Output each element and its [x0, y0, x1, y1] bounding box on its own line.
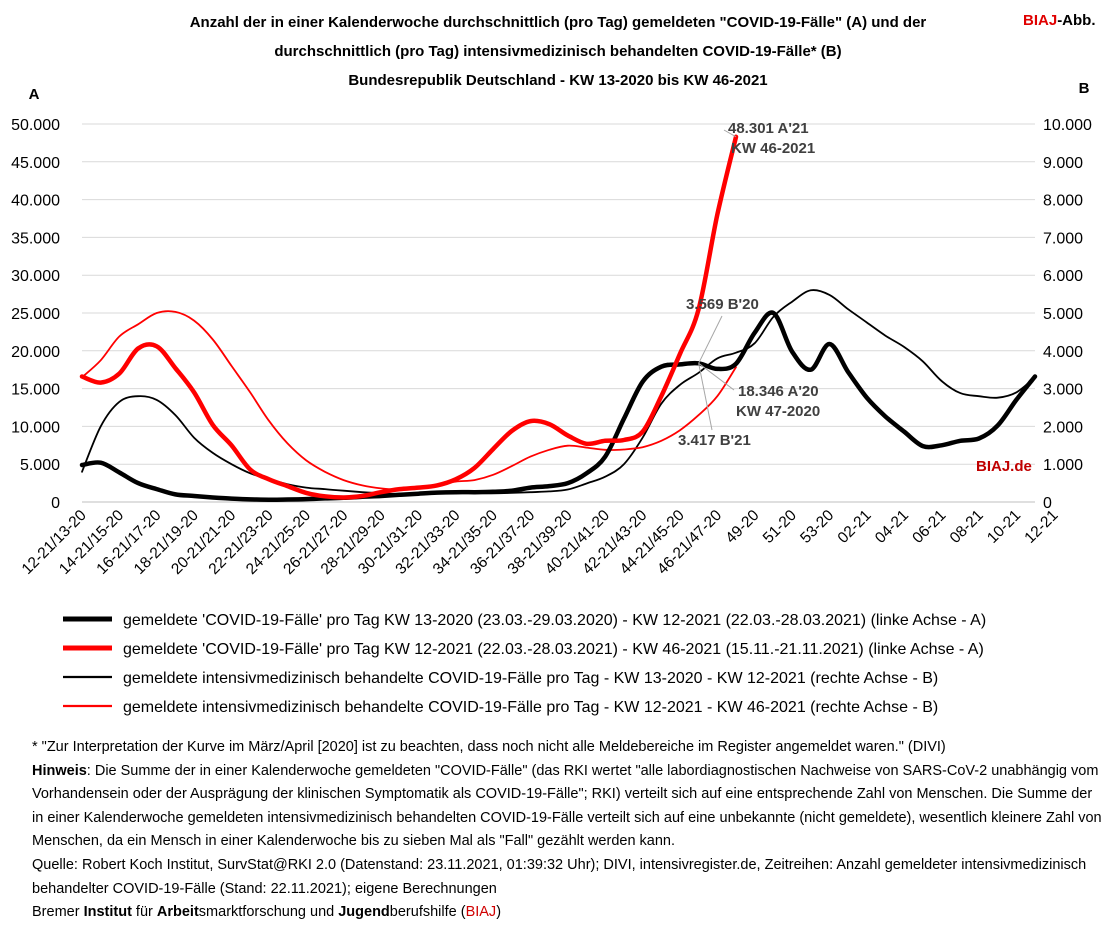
footnote: * "Zur Interpretation der Kurve im März/… [32, 736, 1102, 925]
y-tick-left: 15.000 [11, 382, 60, 399]
y-tick-left: 30.000 [11, 268, 60, 285]
annotation-a20-week: KW 47-2020 [736, 403, 820, 420]
annotation-peak-week: KW 46-2021 [731, 140, 815, 157]
footnote-institute: Bremer Institut für Arbeitsmarktforschun… [32, 904, 502, 921]
y-tick-right: 8.000 [1043, 193, 1083, 210]
annotation-a20: 18.346 A'20 [738, 383, 819, 400]
y-tick-left: 5.000 [20, 457, 60, 474]
x-tick-label: 10-21 [984, 507, 1024, 547]
badge-brand: BIAJ [1023, 12, 1058, 29]
x-tick-label: 12-21 [1021, 507, 1061, 547]
legend-entry: gemeldete intensivmedizinisch behandelte… [123, 699, 938, 716]
chart-title-line-1: Anzahl der in einer Kalenderwoche durchs… [189, 14, 927, 31]
y-tick-right: 10.000 [1043, 117, 1092, 134]
left-axis-label: A [29, 86, 40, 103]
biaj-badge: BIAJ-Abb. [1023, 12, 1096, 29]
watermark: BIAJ.de [976, 458, 1032, 475]
y-tick-right: 0 [1043, 495, 1052, 512]
x-tick-label: 53-20 [797, 507, 837, 547]
leader-line [698, 363, 713, 431]
y-tick-right: 4.000 [1043, 344, 1083, 361]
series-line-3 [81, 310, 737, 491]
y-tick-right: 5.000 [1043, 306, 1083, 323]
y-tick-left: 10.000 [11, 419, 60, 436]
right-axis-label: B [1079, 80, 1090, 97]
series-line-2 [81, 289, 1036, 495]
badge-suffix: -Abb. [1057, 12, 1096, 29]
y-tick-right: 7.000 [1043, 230, 1083, 247]
x-tick-label: 51-20 [760, 507, 800, 547]
footnote-source: Quelle: Robert Koch Institut, SurvStat@R… [32, 856, 1087, 897]
leader-line [698, 362, 735, 391]
y-tick-left: 45.000 [11, 155, 60, 172]
hint-label: Hinweis [32, 762, 87, 779]
chart-title-line-2: durchschnittlich (pro Tag) intensivmediz… [274, 43, 842, 60]
x-tick-label: 02-21 [835, 507, 875, 547]
y-tick-right: 2.000 [1043, 419, 1083, 436]
footnote-quote: * "Zur Interpretation der Kurve im März/… [32, 739, 946, 755]
x-tick-label: 04-21 [872, 507, 912, 547]
y-tick-left: 35.000 [11, 230, 60, 247]
y-tick-left: 20.000 [11, 344, 60, 361]
y-tick-left: 0 [51, 495, 60, 512]
hint-text: : Die Summe der in einer Kalenderwoche g… [32, 762, 1102, 850]
leader-line [698, 315, 723, 364]
y-tick-left: 40.000 [11, 193, 60, 210]
y-tick-right: 3.000 [1043, 382, 1083, 399]
y-tick-left: 25.000 [11, 306, 60, 323]
y-tick-right: 9.000 [1043, 155, 1083, 172]
series-line-0 [79, 310, 1038, 502]
footnote-hint: Hinweis: Die Summe der in einer Kalender… [32, 760, 1102, 854]
leader-line [723, 129, 737, 138]
y-tick-right: 6.000 [1043, 268, 1083, 285]
chart: 0 5.000 10.000 15.000 20.000 25.000 30.000 35.0… [11, 80, 1092, 716]
annotation-b21: 3.417 B'21 [678, 432, 751, 449]
x-tick-label: 08-21 [947, 507, 987, 547]
annotation-b20: 3.569 B'20 [686, 296, 759, 313]
legend-entry: gemeldete 'COVID-19-Fälle' pro Tag KW 13… [123, 612, 986, 629]
x-tick-label: 49-20 [722, 507, 762, 547]
x-tick-label: 06-21 [909, 507, 949, 547]
series-line-1 [79, 134, 739, 500]
y-tick-left: 50.000 [11, 117, 60, 134]
chart-title-line-3: Bundesrepublik Deutschland - KW 13-2020 … [348, 72, 768, 89]
legend-entry: gemeldete 'COVID-19-Fälle' pro Tag KW 12… [123, 641, 984, 658]
legend-entry: gemeldete intensivmedizinisch behandelte… [123, 670, 938, 687]
annotation-peak: 48.301 A'21 [728, 120, 809, 137]
y-tick-right: 1.000 [1043, 457, 1083, 474]
